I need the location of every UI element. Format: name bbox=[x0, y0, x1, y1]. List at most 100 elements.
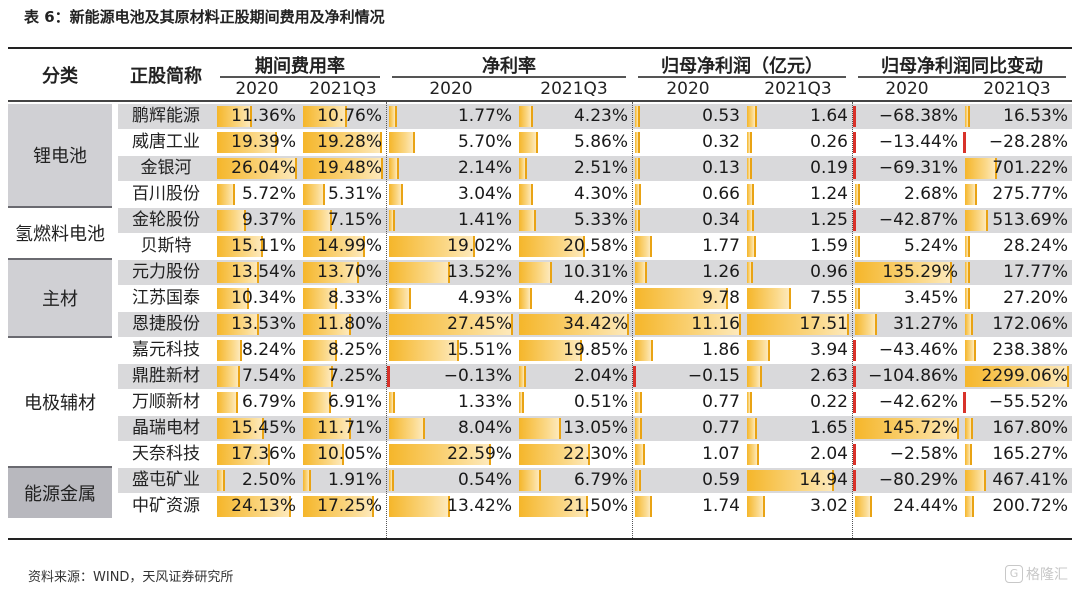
value-bar bbox=[519, 236, 585, 257]
table-cell: 15.11% bbox=[214, 234, 300, 259]
cell-value: 11.36% bbox=[231, 106, 296, 126]
value-bar bbox=[389, 288, 411, 309]
value-bar bbox=[303, 392, 331, 413]
table-cell: 34.42% bbox=[516, 312, 632, 337]
year-header: 2021Q3 bbox=[309, 79, 377, 99]
cell-value: 135.29% bbox=[882, 262, 958, 282]
table-cell: 275.77% bbox=[962, 182, 1072, 207]
value-bar bbox=[217, 340, 242, 361]
value-bar bbox=[855, 314, 877, 335]
cell-value: 10.76% bbox=[317, 106, 382, 126]
table-cell: −80.29% bbox=[852, 468, 962, 493]
value-bar bbox=[519, 314, 629, 335]
table-cell: 2.04 bbox=[744, 442, 852, 467]
table-cell: 135.29% bbox=[852, 260, 962, 285]
cell-value: 9.37% bbox=[241, 210, 296, 230]
value-bar bbox=[747, 444, 759, 465]
table-cell: 3.04% bbox=[386, 182, 516, 207]
value-bar bbox=[855, 262, 952, 283]
stock-name: 威唐工业 bbox=[132, 132, 200, 152]
table-row bbox=[118, 208, 1072, 233]
cell-value: 145.72% bbox=[882, 418, 958, 438]
table-cell: 13.42% bbox=[386, 494, 516, 519]
table-cell: 10.34% bbox=[214, 286, 300, 311]
cell-value: 34.42% bbox=[563, 314, 628, 334]
table-cell: 4.23% bbox=[516, 104, 632, 129]
cell-value: 6.79% bbox=[241, 392, 296, 412]
header-bottom-rule bbox=[8, 100, 1072, 102]
table-cell: 13.52% bbox=[386, 260, 516, 285]
cell-value: 4.93% bbox=[457, 288, 512, 308]
value-bar bbox=[303, 184, 325, 205]
value-bar bbox=[389, 184, 403, 205]
table-cell: 17.25% bbox=[300, 494, 386, 519]
cell-value: 0.13 bbox=[702, 158, 740, 178]
cell-value: 28.24% bbox=[1003, 236, 1068, 256]
value-bar bbox=[747, 288, 791, 309]
table-cell: 1.26 bbox=[632, 260, 744, 285]
stock-name: 元力股份 bbox=[132, 262, 200, 282]
table-cell: 11.36% bbox=[214, 104, 300, 129]
table-title: 表 6：新能源电池及其原材料正股期间费用及净利情况 bbox=[24, 8, 385, 26]
table-cell: 4.93% bbox=[386, 286, 516, 311]
value-bar bbox=[635, 132, 640, 153]
value-bar bbox=[855, 184, 860, 205]
value-bar bbox=[389, 106, 397, 127]
cell-value: 7.25% bbox=[327, 366, 382, 386]
table-cell: 13.05% bbox=[516, 416, 632, 441]
category-cell: 主材 bbox=[8, 260, 112, 336]
value-bar bbox=[303, 132, 382, 153]
table-cell: 3.45% bbox=[852, 286, 962, 311]
category-divider bbox=[8, 466, 112, 468]
value-bar bbox=[217, 262, 259, 283]
cell-value: −42.62% bbox=[878, 392, 958, 412]
value-bar bbox=[519, 444, 590, 465]
cell-value: 8.04% bbox=[457, 418, 512, 438]
table-cell: 28.24% bbox=[962, 234, 1072, 259]
cell-value: 17.77% bbox=[1003, 262, 1068, 282]
cell-value: 21.50% bbox=[563, 496, 628, 516]
value-bar bbox=[635, 262, 647, 283]
table-cell: 701.22% bbox=[962, 156, 1072, 181]
value-bar bbox=[855, 236, 860, 257]
table-cell: 1.77% bbox=[386, 104, 516, 129]
cell-value: 19.28% bbox=[317, 132, 382, 152]
value-bar bbox=[303, 340, 337, 361]
value-bar bbox=[217, 236, 263, 257]
value-bar bbox=[747, 132, 752, 153]
value-bar bbox=[747, 470, 834, 491]
table-cell: 4.20% bbox=[516, 286, 632, 311]
table-cell: 19.02% bbox=[386, 234, 516, 259]
value-bar bbox=[217, 288, 249, 309]
value-bar bbox=[303, 236, 365, 257]
column-group-separator bbox=[852, 102, 853, 538]
cell-value: 17.25% bbox=[317, 496, 382, 516]
value-bar bbox=[389, 262, 450, 283]
table-cell: 19.85% bbox=[516, 338, 632, 363]
negative-bar bbox=[853, 340, 856, 361]
value-bar bbox=[303, 444, 344, 465]
group-header-rule bbox=[858, 76, 1066, 78]
stock-name: 恩捷股份 bbox=[132, 314, 200, 334]
table-cell: 7.25% bbox=[300, 364, 386, 389]
category-cell: 锂电池 bbox=[8, 104, 112, 206]
value-bar bbox=[217, 132, 277, 153]
table-cell: 27.45% bbox=[386, 312, 516, 337]
table-cell: 2.68% bbox=[852, 182, 962, 207]
stock-name: 中矿资源 bbox=[132, 496, 200, 516]
cell-value: 10.31% bbox=[563, 262, 628, 282]
table-cell: 1.64 bbox=[744, 104, 852, 129]
table-cell: 167.80% bbox=[962, 416, 1072, 441]
value-bar bbox=[519, 470, 541, 491]
cell-value: −2.58% bbox=[889, 444, 958, 464]
table-cell: 3.94 bbox=[744, 338, 852, 363]
value-bar bbox=[747, 314, 849, 335]
cell-value: 1.24 bbox=[810, 184, 848, 204]
value-bar bbox=[747, 340, 770, 361]
cell-value: −0.15 bbox=[687, 366, 740, 386]
value-bar bbox=[217, 444, 270, 465]
cell-value: −69.31% bbox=[878, 158, 958, 178]
cell-value: 3.02 bbox=[810, 496, 848, 516]
value-bar bbox=[965, 184, 977, 205]
cell-value: 701.22% bbox=[992, 158, 1068, 178]
